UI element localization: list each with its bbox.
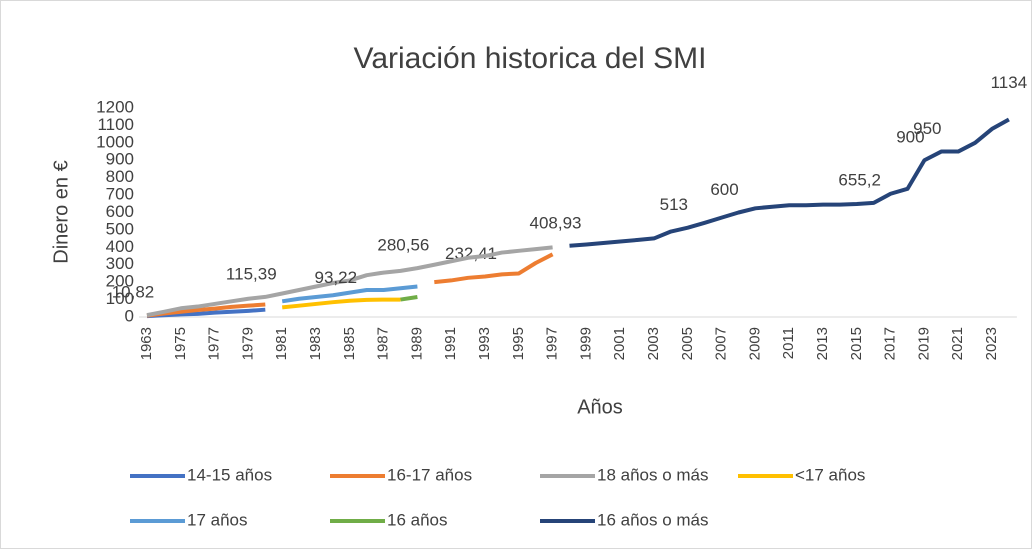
chart-title: Variación historica del SMI	[354, 42, 707, 75]
x-tick-label: 1963	[138, 327, 155, 360]
x-tick-label: 2009	[746, 327, 763, 360]
y-tick-label: 1100	[97, 115, 134, 134]
y-tick-label: 600	[106, 202, 134, 221]
y-tick-label: 1200	[96, 97, 134, 116]
y-axis-label: Dinero en €	[50, 160, 72, 263]
x-tick-label: 1993	[476, 327, 493, 360]
legend-label: 16 años	[387, 510, 448, 529]
x-tick-label: 2017	[882, 327, 899, 360]
data-label: 950	[913, 119, 941, 138]
x-tick-label: 1981	[273, 327, 290, 360]
legend-label: 14-15 años	[187, 465, 272, 484]
data-label: 655,2	[838, 170, 881, 189]
x-tick-label: 2003	[645, 327, 662, 360]
y-tick-label: 900	[106, 150, 134, 169]
series-line	[569, 117, 1010, 248]
x-tick-label: 2007	[713, 327, 730, 360]
x-tick-label: 1991	[442, 327, 459, 360]
y-tick-label: 100	[106, 289, 134, 308]
y-tick-label: 1000	[96, 132, 134, 151]
data-label: 600	[710, 180, 738, 199]
x-tick-label: 1983	[307, 327, 324, 360]
x-tick-label: 2023	[983, 327, 1000, 360]
y-tick-label: 300	[106, 254, 134, 273]
x-tick-label: 1995	[510, 327, 527, 360]
x-tick-label: 2021	[949, 327, 966, 360]
y-tick-label: 400	[106, 237, 134, 256]
x-tick-label: 1977	[206, 327, 223, 360]
legend-label: 16-17 años	[387, 465, 472, 484]
data-label: 408,93	[530, 213, 582, 232]
x-tick-label: 1997	[544, 327, 561, 360]
x-tick-label: 2005	[679, 327, 696, 360]
series-line	[146, 245, 553, 318]
series-line	[400, 294, 418, 302]
x-axis-label: Años	[577, 396, 623, 418]
y-tick-label: 0	[125, 306, 134, 325]
legend-label: 16 años o más	[597, 510, 709, 529]
data-label: 10,82	[112, 283, 155, 302]
x-tick-label: 1987	[375, 327, 392, 360]
y-tick-label: 200	[106, 272, 134, 291]
data-label: 93,22	[315, 268, 358, 287]
x-tick-label: 1975	[172, 327, 189, 360]
legend-label: 18 años o más	[597, 465, 709, 484]
data-label: 900	[896, 128, 924, 147]
x-tick-label: 1985	[341, 327, 358, 360]
series-line	[281, 297, 401, 310]
y-tick-label: 500	[106, 219, 134, 238]
x-tick-label: 2013	[814, 327, 831, 360]
y-tick-label: 800	[106, 167, 134, 186]
series-line	[281, 284, 418, 304]
x-tick-label: 2011	[780, 327, 797, 359]
data-label: 513	[660, 195, 688, 214]
x-tick-label: 1999	[577, 327, 594, 360]
data-label: 115,39	[226, 264, 277, 283]
legend-label: 17 años	[187, 510, 248, 529]
x-tick-label: 2001	[611, 327, 628, 360]
x-tick-label: 2019	[915, 327, 932, 360]
y-tick-label: 700	[106, 185, 134, 204]
x-tick-label: 2015	[848, 327, 865, 360]
legend-label: <17 años	[795, 465, 865, 484]
data-label: 280,56	[377, 236, 429, 255]
x-tick-label: 1979	[239, 327, 256, 360]
x-tick-label: 1989	[408, 327, 425, 360]
data-label: 1134	[991, 73, 1028, 92]
